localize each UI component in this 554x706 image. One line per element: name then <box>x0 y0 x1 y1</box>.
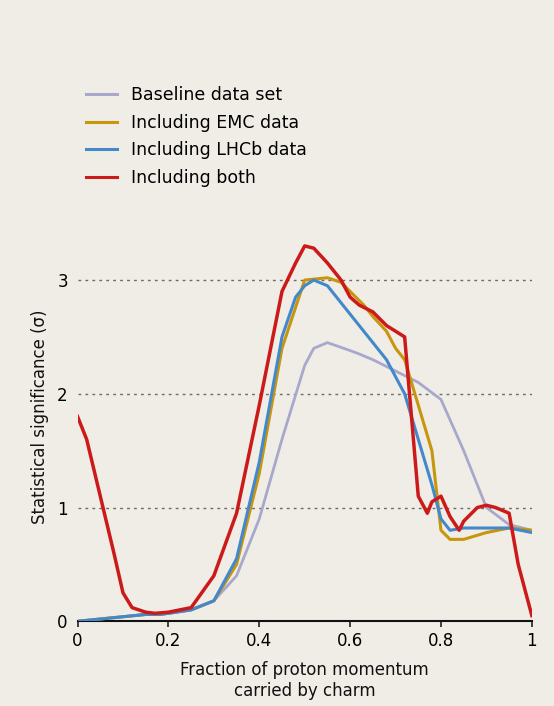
Legend: Baseline data set, Including EMC data, Including LHCb data, Including both: Baseline data set, Including EMC data, I… <box>86 86 307 187</box>
Y-axis label: Statistical significance (σ): Statistical significance (σ) <box>31 309 49 524</box>
X-axis label: Fraction of proton momentum
carried by charm: Fraction of proton momentum carried by c… <box>180 661 429 700</box>
